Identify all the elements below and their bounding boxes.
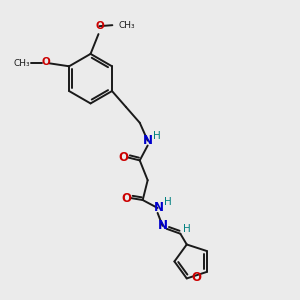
Text: H: H (153, 130, 160, 141)
Text: O: O (42, 57, 51, 67)
Text: H: H (183, 224, 191, 234)
Text: O: O (95, 21, 104, 31)
Text: O: O (192, 271, 202, 284)
Text: N: N (158, 219, 167, 232)
Text: O: O (118, 151, 128, 164)
Text: CH₃: CH₃ (14, 59, 31, 68)
Text: CH₃: CH₃ (118, 21, 135, 30)
Text: N: N (154, 202, 164, 214)
Text: O: O (121, 192, 131, 205)
Text: H: H (164, 197, 171, 207)
Text: N: N (143, 134, 153, 147)
